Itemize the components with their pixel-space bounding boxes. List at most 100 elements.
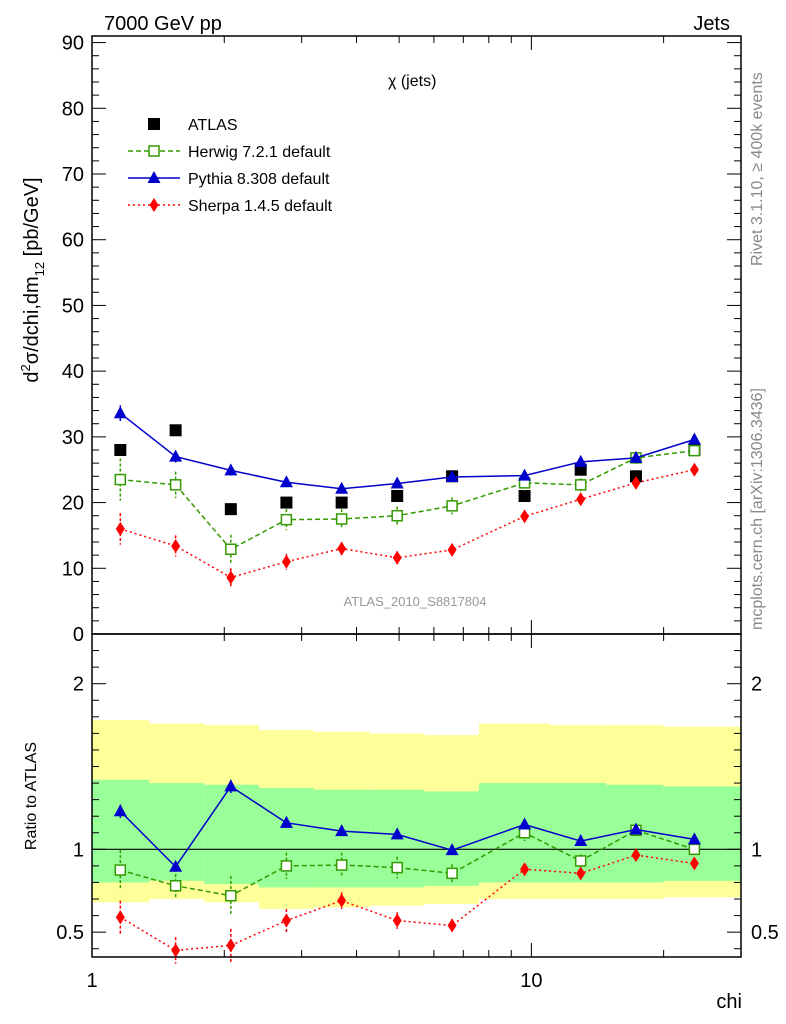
data-point bbox=[518, 468, 532, 481]
ratio-data-point bbox=[392, 913, 402, 928]
green-band bbox=[313, 789, 371, 888]
main-y-tick-label: 80 bbox=[62, 98, 84, 120]
main-y-tick-label: 90 bbox=[62, 33, 84, 55]
data-point bbox=[280, 496, 293, 509]
ratio-panel: 0.5 0.5 1 1 2 2 1 10 bbox=[56, 633, 779, 992]
ratio-data-point bbox=[335, 859, 348, 871]
ratio-data-point bbox=[629, 822, 643, 835]
series-pythia bbox=[113, 405, 701, 494]
series-line bbox=[119, 412, 695, 490]
ratio-data-point bbox=[280, 860, 293, 872]
data-point bbox=[518, 490, 531, 502]
data-point bbox=[115, 521, 125, 536]
data-point bbox=[689, 462, 699, 477]
ratio-data-point bbox=[279, 815, 293, 828]
main-y-tick-label: 0 bbox=[73, 624, 84, 646]
ratio-data-point bbox=[574, 834, 588, 847]
main-y-axis-label: d2σ/dchi,dm12 [pb/GeV] bbox=[18, 177, 47, 382]
ratio-y-tick-label-right: 0.5 bbox=[751, 922, 779, 944]
data-point bbox=[169, 424, 182, 437]
legend-marker bbox=[148, 145, 160, 157]
data-point bbox=[574, 479, 587, 491]
ratio-data-point bbox=[689, 856, 699, 871]
data-point bbox=[337, 541, 347, 556]
data-point bbox=[574, 454, 588, 467]
data-point bbox=[225, 543, 237, 555]
ratio-frame bbox=[91, 633, 742, 958]
ratio-data-point bbox=[335, 824, 349, 837]
ratio-data-point bbox=[224, 779, 238, 792]
ratio-data-point bbox=[226, 938, 236, 953]
green-band bbox=[204, 784, 260, 885]
ratio-y-tick-label: 1 bbox=[73, 839, 84, 861]
series-herwig bbox=[114, 444, 701, 564]
header-right-title: Jets bbox=[693, 13, 730, 35]
main-y-tick-label: 40 bbox=[62, 361, 84, 383]
data-point bbox=[391, 490, 404, 502]
data-point bbox=[280, 513, 293, 526]
ratio-data-point bbox=[390, 827, 404, 840]
data-point bbox=[688, 444, 701, 457]
ratio-series-line bbox=[119, 854, 695, 952]
data-point bbox=[391, 509, 403, 522]
data-point bbox=[335, 513, 348, 525]
ratio-data-point bbox=[337, 893, 347, 908]
ratio-data-point bbox=[631, 848, 641, 863]
data-point bbox=[520, 509, 530, 524]
ratio-y-tick-label: 0.5 bbox=[56, 922, 84, 944]
data-point bbox=[169, 479, 182, 491]
main-y-tick-label: 30 bbox=[62, 427, 84, 449]
data-point bbox=[335, 481, 349, 494]
ratio-y-axis-label: Ratio to ATLAS bbox=[23, 742, 40, 850]
data-point bbox=[631, 475, 641, 490]
data-point bbox=[169, 449, 183, 462]
legend-label: Pythia 8.308 default bbox=[188, 171, 330, 188]
data-point bbox=[629, 450, 643, 463]
mcplots-label: mcplots.cern.ch [arXiv:1306.3436] bbox=[749, 388, 766, 630]
data-point bbox=[114, 444, 127, 456]
ratio-data-point bbox=[281, 913, 291, 928]
ratio-data-point bbox=[446, 867, 458, 880]
data-point bbox=[335, 496, 348, 509]
series-line bbox=[120, 468, 695, 579]
data-point bbox=[224, 463, 238, 476]
header-left-title: 7000 GeV pp bbox=[104, 13, 222, 35]
legend-label: Herwig 7.2.1 default bbox=[188, 144, 331, 161]
analysis-watermark: ATLAS_2010_S8817804 bbox=[344, 594, 487, 609]
data-point bbox=[113, 406, 127, 419]
series-sherpa bbox=[115, 462, 699, 587]
legend-marker bbox=[147, 171, 161, 183]
ratio-data-point bbox=[225, 889, 237, 902]
ratio-data-point bbox=[447, 918, 457, 933]
x-tick-label: 1 bbox=[86, 970, 97, 992]
data-point bbox=[576, 492, 586, 507]
ratio-data-point bbox=[169, 880, 182, 892]
main-y-tick-label: 10 bbox=[62, 558, 84, 580]
data-point bbox=[171, 538, 181, 553]
data-point bbox=[390, 476, 404, 489]
ratio-data-point bbox=[113, 804, 127, 817]
ratio-data-point bbox=[171, 943, 181, 958]
ratio-data-point bbox=[576, 866, 586, 881]
green-band bbox=[549, 783, 607, 883]
data-point bbox=[226, 570, 236, 585]
data-point bbox=[687, 432, 701, 445]
legend-marker bbox=[149, 198, 159, 212]
legend-marker bbox=[148, 118, 160, 130]
x-axis-label: chi bbox=[716, 991, 742, 1013]
ratio-data-point bbox=[687, 832, 701, 845]
legend: ATLAS Herwig 7.2.1 default Pythia 8.308 de… bbox=[128, 117, 333, 215]
series-line bbox=[120, 449, 695, 551]
chart-title: χ (jets) bbox=[388, 73, 436, 90]
main-panel: 0 10 20 30 40 50 60 70 80 90 bbox=[62, 33, 742, 646]
ratio-data-point bbox=[114, 864, 127, 876]
ratio-series-herwig bbox=[114, 824, 701, 916]
main-y-tick-label: 60 bbox=[62, 230, 84, 252]
ratio-y-tick-label-right: 1 bbox=[751, 839, 762, 861]
green-band bbox=[259, 788, 314, 888]
data-point bbox=[392, 550, 402, 565]
data-point bbox=[445, 469, 459, 482]
ratio-data-point bbox=[115, 910, 125, 925]
ratio-data-point bbox=[391, 861, 403, 874]
